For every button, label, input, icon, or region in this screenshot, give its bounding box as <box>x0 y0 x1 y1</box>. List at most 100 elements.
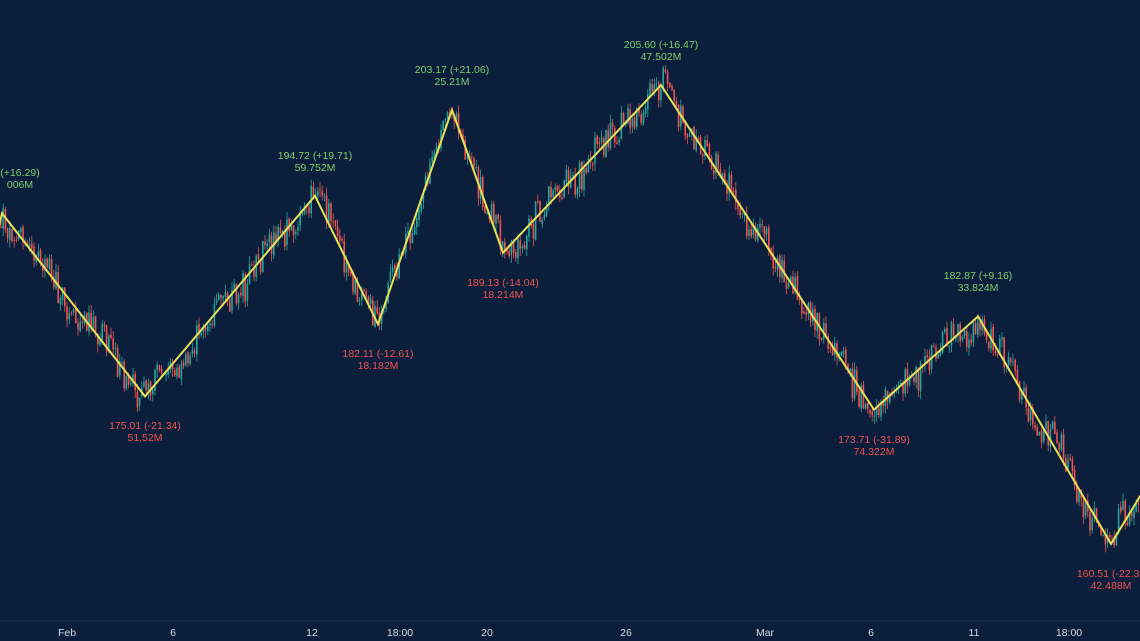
candle <box>444 117 447 127</box>
candle <box>913 373 915 386</box>
candle-body <box>330 203 332 221</box>
candle <box>1124 498 1126 530</box>
candle-body <box>845 349 847 364</box>
candle <box>735 181 737 211</box>
candle-body <box>1062 434 1065 459</box>
candle <box>1062 428 1065 466</box>
candle-body <box>853 369 856 399</box>
candle-body <box>673 89 675 102</box>
candle <box>541 217 543 229</box>
candle <box>651 78 653 95</box>
candle-body <box>270 236 273 254</box>
candle-body <box>750 229 752 237</box>
candle-body <box>341 238 343 241</box>
candle <box>119 353 121 380</box>
candle <box>457 105 460 140</box>
candle-body <box>433 152 436 159</box>
candle <box>917 367 920 397</box>
x-tick-label: 26 <box>620 627 632 639</box>
candle-body <box>1084 501 1087 516</box>
candle-body <box>622 113 625 125</box>
candle-body <box>693 126 695 150</box>
candle-body <box>1073 469 1076 486</box>
pivot-low-label: 175.01 (-21.34) 51.52M <box>109 420 181 444</box>
candle-body <box>490 203 493 219</box>
pivot-price-change: (+16.29) <box>0 167 40 180</box>
candle-body <box>292 225 295 236</box>
pivot-low-label: 189.13 (-14.04) 18.214M <box>467 277 539 301</box>
candle <box>160 365 163 377</box>
candle <box>649 79 651 97</box>
candle-body <box>1051 421 1054 430</box>
candle <box>317 187 319 200</box>
candle-body <box>108 335 110 353</box>
candle-body <box>1109 535 1111 538</box>
candle <box>941 330 944 355</box>
candle <box>827 333 829 354</box>
candle <box>475 159 477 171</box>
candle <box>59 294 62 312</box>
candle <box>1082 498 1085 525</box>
candle <box>185 351 187 368</box>
candle <box>336 219 339 240</box>
candle-body <box>825 323 827 335</box>
x-tick-label: 18:00 <box>1055 627 1083 639</box>
candle-body <box>246 283 249 301</box>
candle <box>158 364 161 373</box>
candle-body <box>515 251 517 258</box>
candle <box>746 205 748 240</box>
candle-body <box>1113 536 1115 546</box>
candle-body <box>631 119 634 127</box>
candle-body <box>462 134 464 141</box>
candle-body <box>422 191 425 202</box>
candle <box>389 263 392 283</box>
candle-body <box>609 122 612 149</box>
candle <box>988 340 990 352</box>
candle-body <box>979 322 981 330</box>
candle-body <box>336 226 339 237</box>
candle-body <box>1018 381 1021 400</box>
pivot-high-label: 194.72 (+19.71) 59.752M <box>278 150 352 174</box>
candle-body <box>171 363 174 370</box>
x-tick-label: 6 <box>170 627 176 639</box>
candle-body <box>572 175 574 177</box>
pivot-high-label: 203.17 (+21.06) 25.21M <box>415 64 489 88</box>
candle-body <box>31 243 33 249</box>
candle <box>596 134 598 149</box>
candle <box>1091 514 1093 534</box>
candle-body <box>695 136 697 151</box>
candle-body <box>583 168 585 191</box>
candle <box>341 236 343 244</box>
pivot-price-change: 182.11 (-12.61) <box>342 348 414 361</box>
candle <box>312 181 315 200</box>
candle <box>504 237 506 259</box>
candle-body <box>545 205 548 216</box>
candle-body <box>1082 499 1085 517</box>
candle-body <box>618 139 620 143</box>
candle <box>886 390 889 409</box>
candle <box>110 327 112 340</box>
candle <box>174 367 176 378</box>
candle <box>218 291 220 301</box>
candle-body <box>508 251 510 257</box>
candle-body <box>237 294 240 304</box>
candle-body <box>0 226 2 229</box>
candle <box>867 402 869 415</box>
candle-body <box>345 261 348 273</box>
candle <box>253 260 255 282</box>
candle <box>66 302 68 328</box>
candle-body <box>97 333 99 345</box>
candle-body <box>240 292 242 296</box>
candle <box>974 318 977 335</box>
candle-body <box>642 112 645 125</box>
candle-body <box>554 186 557 191</box>
candle-body <box>380 311 383 324</box>
candle <box>325 187 328 229</box>
candle-body <box>352 272 354 292</box>
candle-body <box>268 234 271 243</box>
candle <box>220 294 222 305</box>
candle-body <box>279 227 282 233</box>
candle-body <box>281 231 284 234</box>
candle-body <box>517 238 519 259</box>
